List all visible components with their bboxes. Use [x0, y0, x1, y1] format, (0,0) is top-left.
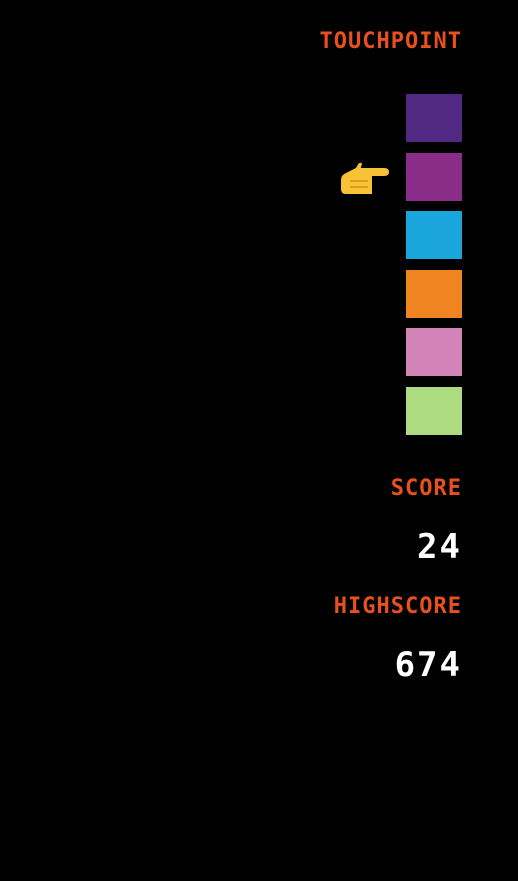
highscore-label: HIGHSCORE	[334, 596, 462, 618]
side-panel: TOUCHPOINT SCORE 24 HIGHSCORE 674	[202, 0, 462, 881]
color-swatch-1[interactable]	[406, 94, 462, 142]
color-swatch-column	[406, 94, 462, 446]
color-swatch-4[interactable]	[406, 270, 462, 318]
color-swatch-5[interactable]	[406, 328, 462, 376]
color-swatch-2[interactable]	[406, 153, 462, 201]
score-value: 24	[417, 530, 462, 564]
color-swatch-6[interactable]	[406, 387, 462, 435]
highscore-value: 674	[395, 648, 462, 682]
touchpoint-label: TOUCHPOINT	[320, 31, 462, 53]
score-label: SCORE	[391, 478, 462, 500]
pointing-hand-icon	[338, 158, 396, 198]
color-swatch-3[interactable]	[406, 211, 462, 259]
